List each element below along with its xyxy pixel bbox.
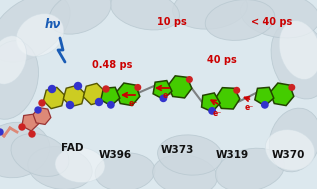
Text: 40 ps: 40 ps xyxy=(207,55,237,65)
Ellipse shape xyxy=(269,108,317,172)
Text: W373: W373 xyxy=(160,145,194,155)
Text: hν: hν xyxy=(45,19,61,32)
Text: 10 ps: 10 ps xyxy=(157,17,187,27)
Ellipse shape xyxy=(0,122,50,178)
Ellipse shape xyxy=(0,41,38,119)
Ellipse shape xyxy=(55,147,105,183)
Polygon shape xyxy=(168,76,192,98)
Ellipse shape xyxy=(95,153,155,189)
Text: 0.48 ps: 0.48 ps xyxy=(92,60,132,70)
Circle shape xyxy=(262,102,268,108)
Circle shape xyxy=(35,107,41,113)
Circle shape xyxy=(234,88,240,93)
Ellipse shape xyxy=(271,21,317,99)
Ellipse shape xyxy=(205,0,275,40)
Ellipse shape xyxy=(153,155,217,189)
Ellipse shape xyxy=(265,130,315,170)
Circle shape xyxy=(67,101,74,108)
Polygon shape xyxy=(43,87,65,109)
Ellipse shape xyxy=(240,0,317,38)
Text: e⁻: e⁻ xyxy=(212,108,222,118)
Ellipse shape xyxy=(158,135,223,175)
Ellipse shape xyxy=(28,146,92,189)
Text: < 40 ps: < 40 ps xyxy=(251,17,293,27)
Text: e⁻: e⁻ xyxy=(128,98,138,108)
Polygon shape xyxy=(202,93,220,112)
Polygon shape xyxy=(153,81,172,99)
Circle shape xyxy=(19,124,25,130)
Polygon shape xyxy=(101,87,120,106)
Polygon shape xyxy=(116,83,140,106)
Ellipse shape xyxy=(0,36,27,84)
Ellipse shape xyxy=(49,0,111,34)
Polygon shape xyxy=(83,83,105,105)
Circle shape xyxy=(108,102,114,108)
Polygon shape xyxy=(216,88,240,109)
Circle shape xyxy=(160,95,166,101)
Ellipse shape xyxy=(16,14,64,56)
Polygon shape xyxy=(33,108,51,125)
Polygon shape xyxy=(63,85,85,107)
Polygon shape xyxy=(22,114,39,131)
Circle shape xyxy=(209,108,215,114)
Circle shape xyxy=(187,77,192,82)
Circle shape xyxy=(289,85,294,90)
Circle shape xyxy=(0,129,3,135)
Ellipse shape xyxy=(279,21,317,79)
Text: e⁻: e⁻ xyxy=(162,91,171,101)
Ellipse shape xyxy=(11,134,69,176)
Circle shape xyxy=(29,131,35,137)
Circle shape xyxy=(135,85,141,90)
Circle shape xyxy=(103,86,109,92)
Ellipse shape xyxy=(216,148,285,189)
Polygon shape xyxy=(255,87,274,106)
Circle shape xyxy=(95,98,102,105)
Circle shape xyxy=(39,100,45,106)
Text: W396: W396 xyxy=(99,150,132,160)
Text: FAD: FAD xyxy=(61,143,83,153)
Ellipse shape xyxy=(111,0,179,30)
Ellipse shape xyxy=(172,0,247,29)
Polygon shape xyxy=(270,83,294,106)
Text: e⁻: e⁻ xyxy=(244,104,254,112)
Circle shape xyxy=(74,83,81,90)
Text: W319: W319 xyxy=(216,150,249,160)
Ellipse shape xyxy=(0,0,70,62)
Circle shape xyxy=(49,85,55,92)
Text: W370: W370 xyxy=(271,150,305,160)
